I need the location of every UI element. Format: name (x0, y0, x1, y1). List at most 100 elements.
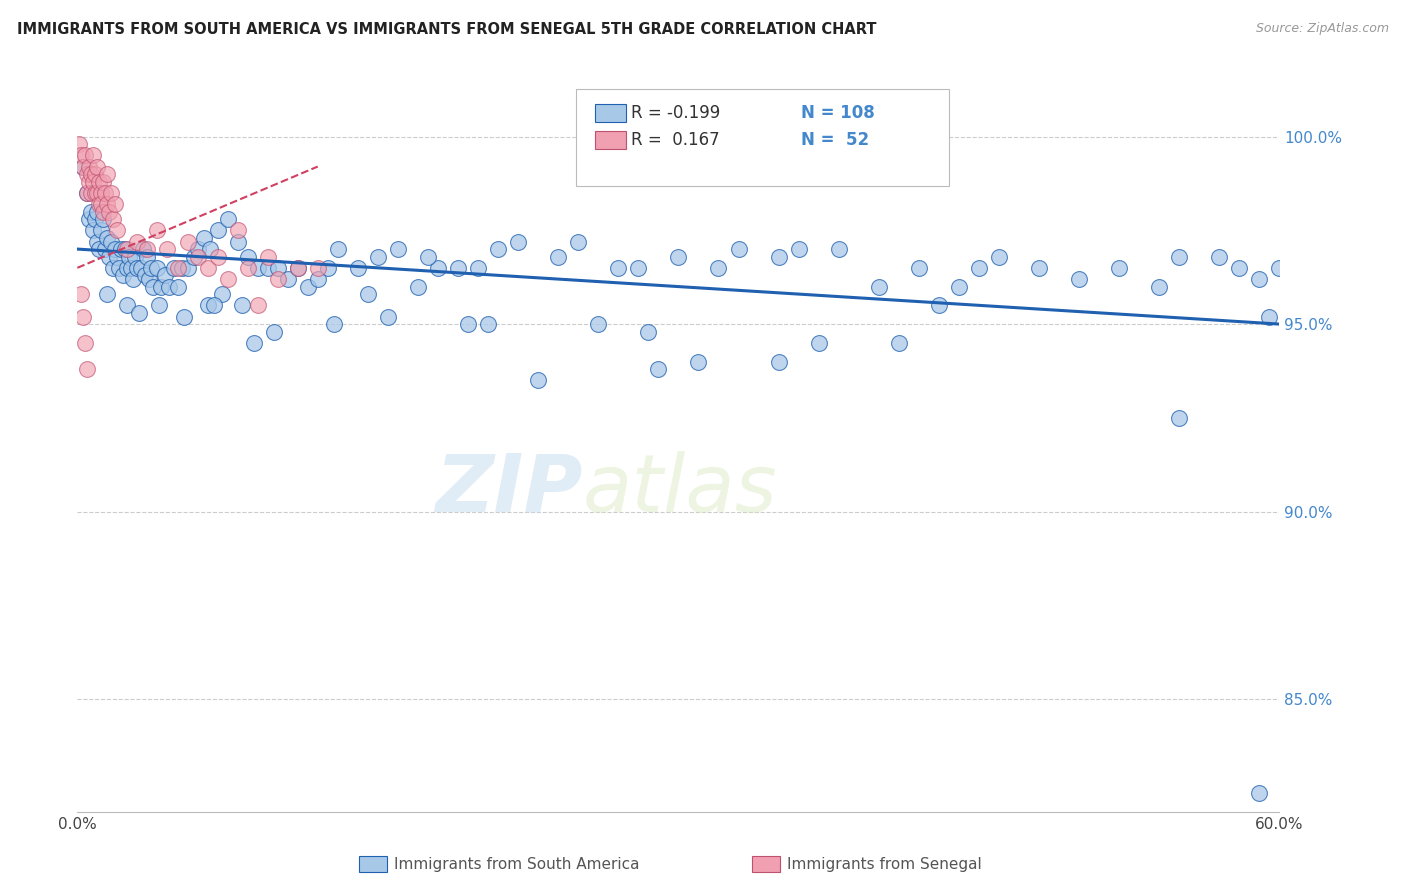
Point (1268, 260, 1291, 275)
Point (72, 160, 94, 174)
Point (155, 268, 177, 283)
Point (90, 186, 112, 200)
Point (217, 212, 239, 227)
Point (103, 260, 125, 275)
Point (134, 268, 156, 283)
Point (246, 298, 269, 312)
Point (100, 186, 122, 200)
Point (567, 235, 589, 249)
Point (322, 317, 344, 331)
Point (236, 250, 259, 264)
Point (173, 310, 195, 324)
Point (142, 279, 165, 293)
Point (828, 242, 851, 256)
Point (207, 250, 229, 264)
Point (148, 298, 170, 312)
Point (146, 223, 169, 237)
Point (89, 175, 111, 189)
Point (110, 242, 132, 256)
Point (427, 260, 450, 275)
Point (928, 298, 950, 312)
Point (82, 223, 104, 237)
Point (211, 287, 233, 301)
Point (96, 197, 118, 211)
Point (72, 160, 94, 174)
Point (86, 160, 108, 174)
Point (70, 287, 93, 301)
Point (104, 242, 127, 256)
Point (1168, 250, 1191, 264)
Point (307, 260, 329, 275)
Point (86, 186, 108, 200)
Point (107, 223, 129, 237)
Point (86, 235, 108, 249)
Point (117, 260, 139, 275)
Point (166, 279, 188, 293)
Point (316, 260, 339, 275)
Point (70, 148, 93, 162)
Point (127, 235, 149, 249)
Point (768, 250, 790, 264)
Point (377, 310, 399, 324)
Text: IMMIGRANTS FROM SOUTH AMERICA VS IMMIGRANTS FROM SENEGAL 5TH GRADE CORRELATION C: IMMIGRANTS FROM SOUTH AMERICA VS IMMIGRA… (17, 22, 876, 37)
Point (967, 260, 990, 275)
Point (357, 287, 380, 301)
Point (1028, 260, 1050, 275)
Point (277, 272, 299, 286)
Point (93, 204, 115, 219)
Point (457, 317, 479, 331)
Point (287, 260, 309, 275)
Point (108, 260, 131, 275)
Point (117, 242, 139, 256)
Point (326, 242, 349, 256)
Point (118, 250, 141, 264)
Point (176, 235, 198, 249)
Point (79, 175, 101, 189)
Point (79, 212, 101, 227)
Point (86, 204, 108, 219)
Point (146, 260, 169, 275)
Point (988, 250, 1011, 264)
Point (79, 160, 101, 174)
Point (76, 186, 98, 200)
Point (75, 148, 97, 162)
Point (908, 260, 931, 275)
Point (76, 186, 98, 200)
Point (141, 260, 163, 275)
Point (162, 260, 184, 275)
Point (136, 250, 159, 264)
Point (1208, 250, 1230, 264)
Point (768, 354, 790, 368)
Point (307, 272, 329, 286)
Point (187, 250, 209, 264)
Point (89, 197, 111, 211)
Point (607, 260, 630, 275)
Text: Immigrants from South America: Immigrants from South America (394, 857, 640, 871)
Point (226, 223, 249, 237)
Point (887, 335, 910, 350)
Point (1108, 260, 1130, 275)
Point (96, 167, 118, 181)
Point (197, 298, 219, 312)
Point (588, 317, 610, 331)
Point (807, 335, 830, 350)
Point (637, 325, 659, 339)
Point (93, 212, 115, 227)
Point (287, 260, 309, 275)
Point (93, 175, 115, 189)
Point (159, 279, 181, 293)
Point (120, 260, 142, 275)
Text: Source: ZipAtlas.com: Source: ZipAtlas.com (1256, 22, 1389, 36)
Point (297, 279, 319, 293)
Point (387, 242, 409, 256)
Point (150, 279, 173, 293)
Point (112, 268, 135, 283)
Point (527, 373, 550, 387)
Point (104, 197, 127, 211)
Point (138, 272, 160, 286)
Point (868, 279, 890, 293)
Point (246, 260, 269, 275)
Point (547, 250, 569, 264)
Point (367, 250, 389, 264)
Point (263, 325, 285, 339)
